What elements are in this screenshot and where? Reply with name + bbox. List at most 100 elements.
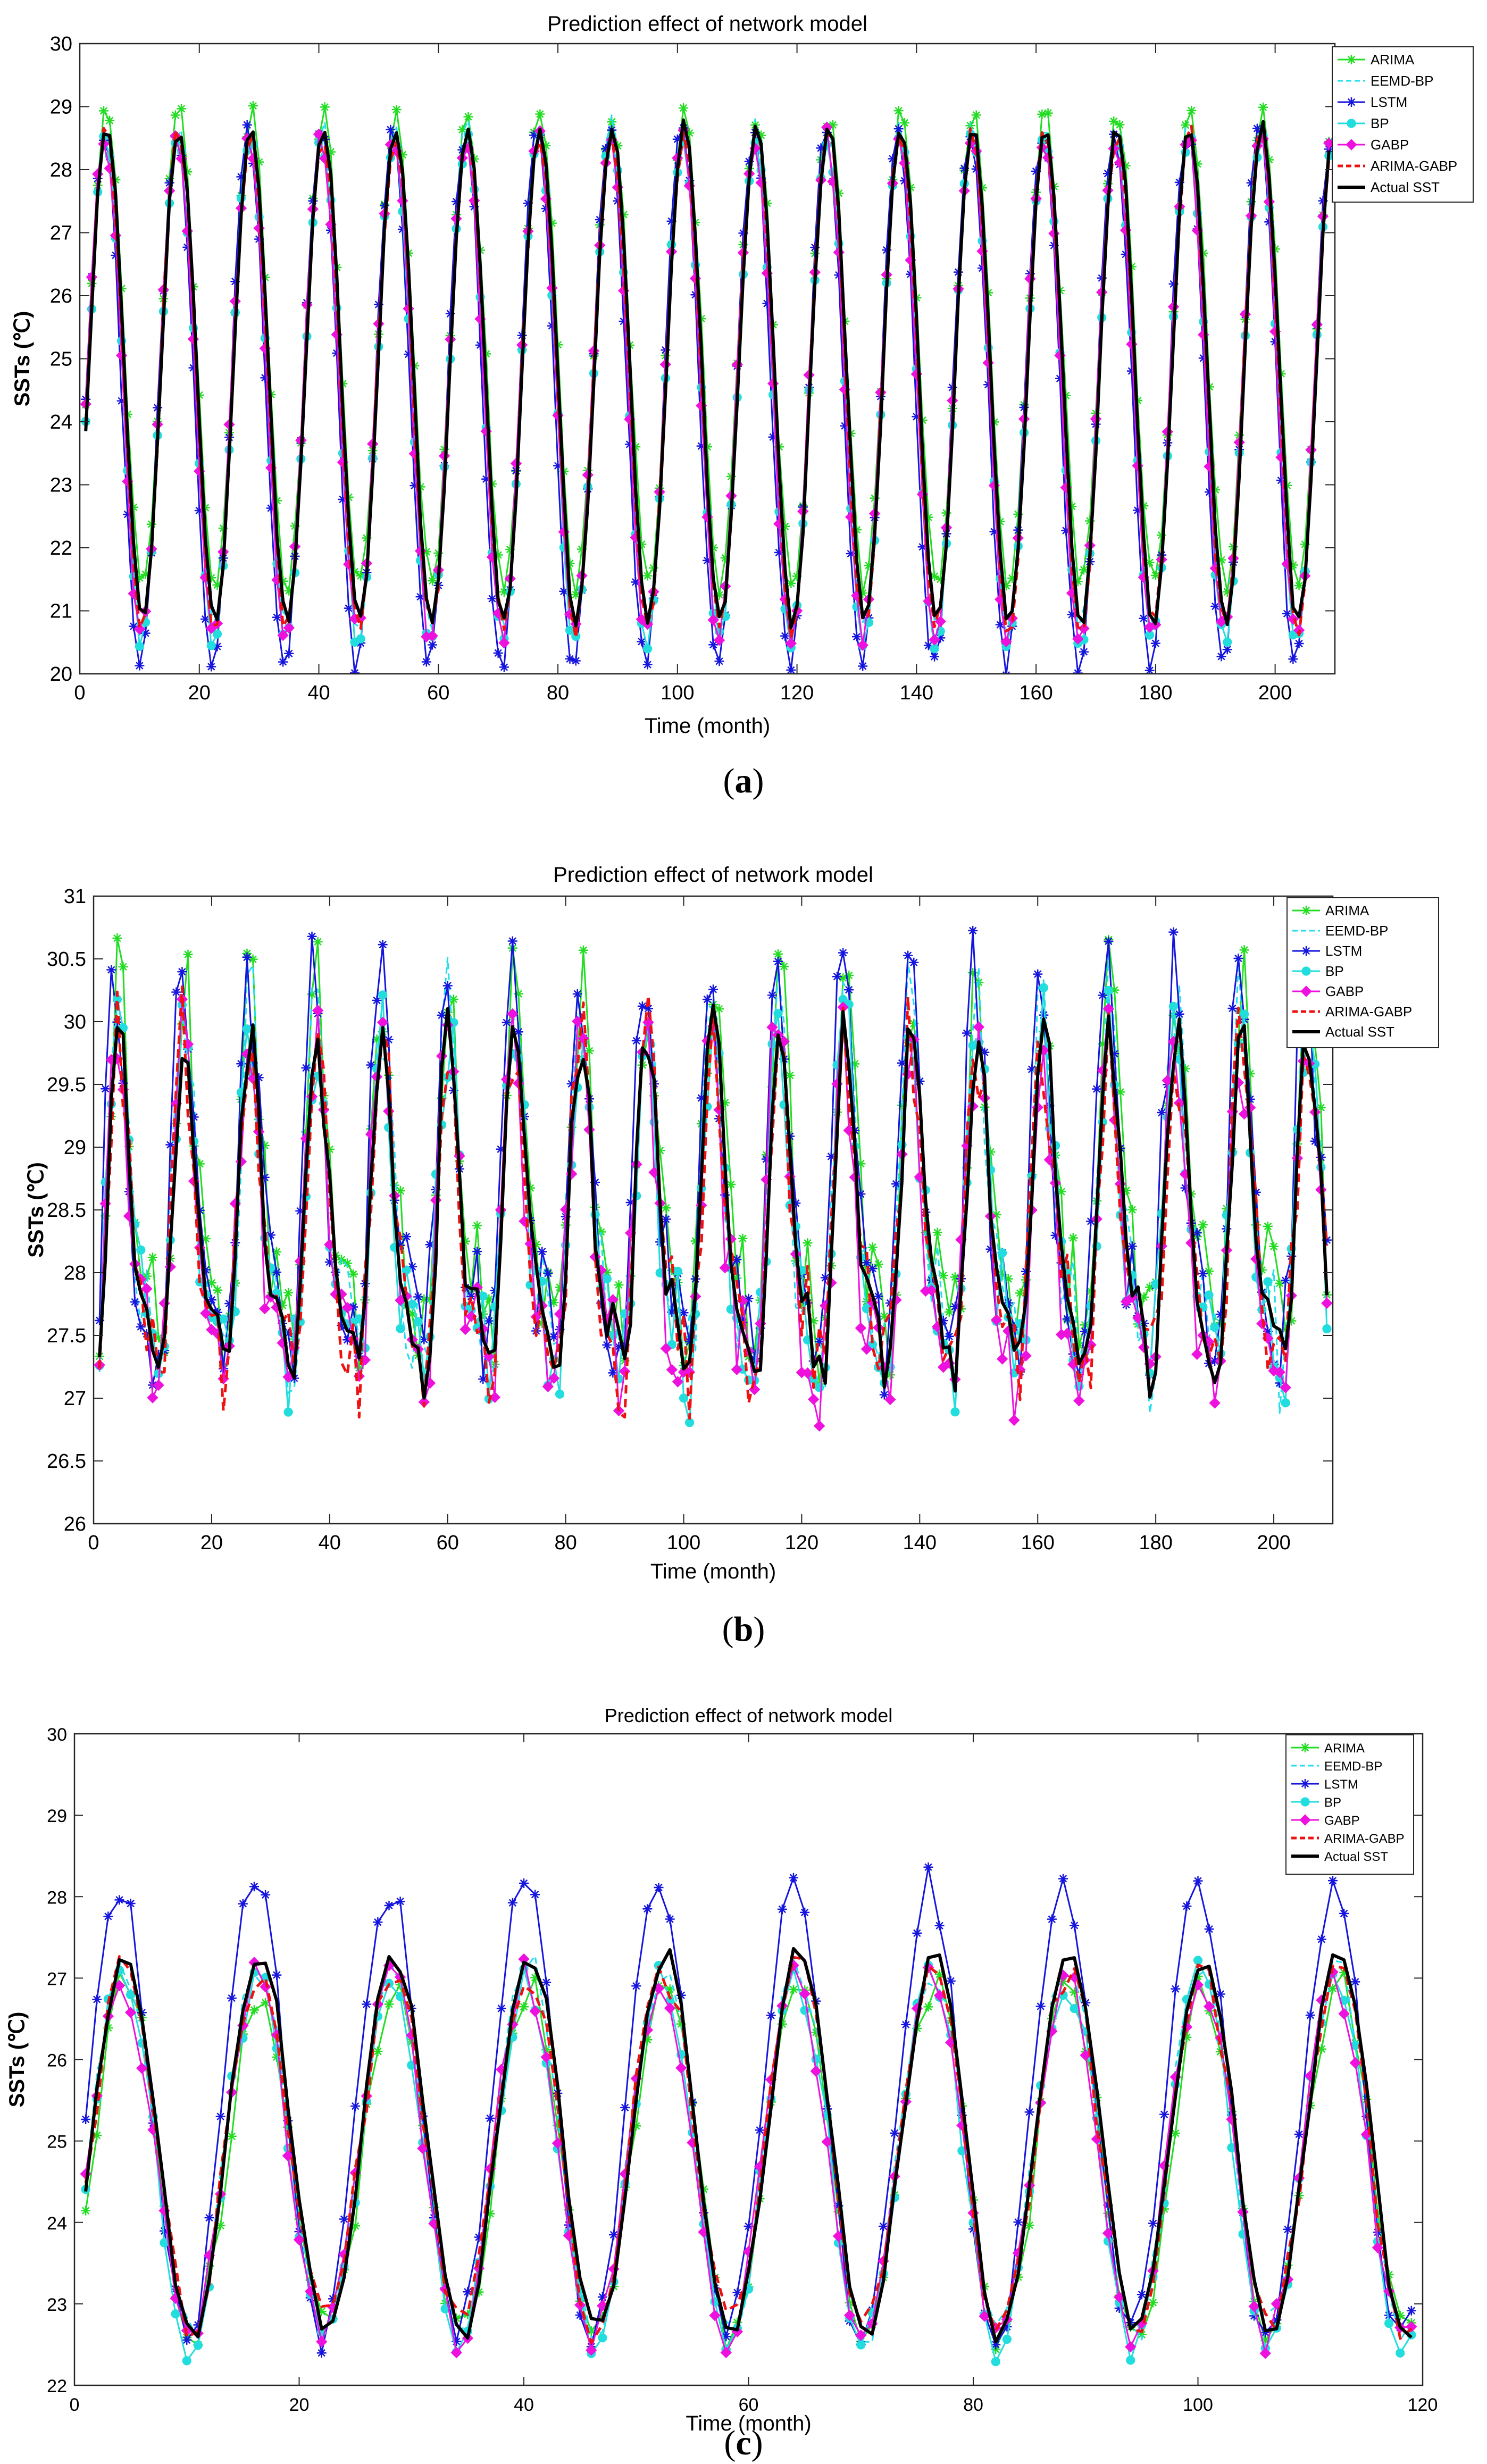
data-point [749, 1345, 759, 1355]
y-tick-label: 23 [50, 474, 72, 497]
data-point [212, 629, 222, 639]
data-point [726, 1305, 736, 1314]
data-point [316, 2307, 327, 2317]
data-point [193, 2341, 203, 2350]
data-point [777, 1904, 787, 1914]
data-point [882, 245, 892, 255]
data-point [762, 298, 772, 308]
data-point [803, 1238, 813, 1248]
data-point [565, 654, 575, 664]
data-point [1109, 985, 1120, 995]
data-point [141, 1329, 152, 1339]
data-point [1192, 1227, 1202, 1238]
y-tick-label: 26 [47, 2051, 67, 2071]
legend-marker [1300, 1743, 1310, 1752]
data-point [935, 633, 946, 643]
data-point [664, 2002, 676, 2014]
data-point [720, 1098, 730, 1108]
data-point [1133, 505, 1143, 515]
data-point [312, 1005, 324, 1016]
data-point [445, 308, 455, 319]
data-point [1020, 1350, 1032, 1362]
data-point [1121, 161, 1131, 171]
data-point [888, 154, 898, 164]
data-point [1272, 2315, 1282, 2325]
data-point [989, 527, 999, 537]
data-point [946, 1976, 956, 1986]
data-point [631, 442, 641, 452]
data-point [586, 2326, 596, 2336]
data-point [780, 631, 790, 641]
data-point [923, 512, 933, 522]
data-point [1097, 273, 1107, 283]
series-line [84, 1947, 1413, 2344]
data-point [851, 525, 862, 535]
data-point [631, 1981, 641, 1991]
data-point [391, 105, 402, 115]
legend-entry: EEMD-BP [1324, 1759, 1382, 1774]
data-point [278, 1300, 288, 1310]
data-point [590, 1177, 600, 1188]
data-point [133, 623, 146, 635]
data-point [934, 1920, 945, 1931]
data-point [676, 1990, 686, 2000]
data-point [395, 1897, 405, 1907]
data-point [820, 1273, 830, 1283]
legend-entry: Actual SST [1325, 1024, 1394, 1040]
data-point [930, 571, 940, 581]
data-point [631, 2121, 641, 2131]
data-point [1245, 1094, 1255, 1104]
data-point [899, 176, 909, 186]
legend-entry: ARIMA-GABP [1371, 158, 1457, 174]
data-point [397, 149, 407, 160]
data-point [147, 1392, 158, 1404]
data-point [410, 480, 420, 490]
data-point [272, 496, 282, 506]
data-point [1294, 639, 1304, 649]
y-axis-label: SSTs (℃) [5, 2012, 29, 2108]
data-point [1067, 609, 1077, 620]
data-point [1216, 652, 1226, 662]
data-point [643, 1004, 653, 1014]
data-point [768, 432, 778, 442]
data-point [177, 967, 187, 977]
data-point [950, 1301, 960, 1312]
data-point [624, 439, 634, 449]
data-point [153, 1379, 164, 1391]
data-point [141, 1283, 153, 1294]
data-point [177, 104, 187, 114]
data-point [959, 163, 970, 173]
data-point [271, 1267, 281, 1277]
data-point [890, 2128, 900, 2138]
y-tick-label: 26.5 [47, 1450, 86, 1473]
data-point [259, 1302, 271, 1315]
data-point [1145, 1282, 1155, 1292]
data-point [1070, 1987, 1080, 1997]
data-point [425, 1240, 435, 1250]
legend: ARIMA EEMD-BP LSTM BP GABP ARIMA-GABP Actual S… [1332, 46, 1474, 203]
legend-entry: BP [1325, 963, 1344, 979]
data-point [366, 1060, 376, 1070]
legend-entry: ARIMA [1324, 1741, 1365, 1756]
y-axis-label: SSTs (℃) [24, 1162, 48, 1258]
legend-marker [1300, 985, 1312, 997]
data-point [773, 1009, 783, 1018]
data-point [1037, 109, 1047, 119]
data-point [1050, 1230, 1060, 1240]
data-point [1210, 1323, 1219, 1332]
data-point [1239, 945, 1249, 955]
data-point [577, 544, 587, 554]
data-point [555, 1389, 565, 1399]
data-point [767, 990, 777, 1000]
data-point [460, 1323, 471, 1335]
data-point [1288, 560, 1298, 570]
data-point [519, 1878, 529, 1888]
data-point [625, 1198, 636, 1207]
y-tick-label: 27.5 [47, 1325, 86, 1347]
x-tick-label: 120 [780, 682, 814, 704]
x-tick-label: 200 [1258, 682, 1292, 704]
data-point [584, 1046, 594, 1056]
data-point [731, 1364, 743, 1375]
data-point [867, 1264, 878, 1274]
data-point [1073, 577, 1083, 587]
